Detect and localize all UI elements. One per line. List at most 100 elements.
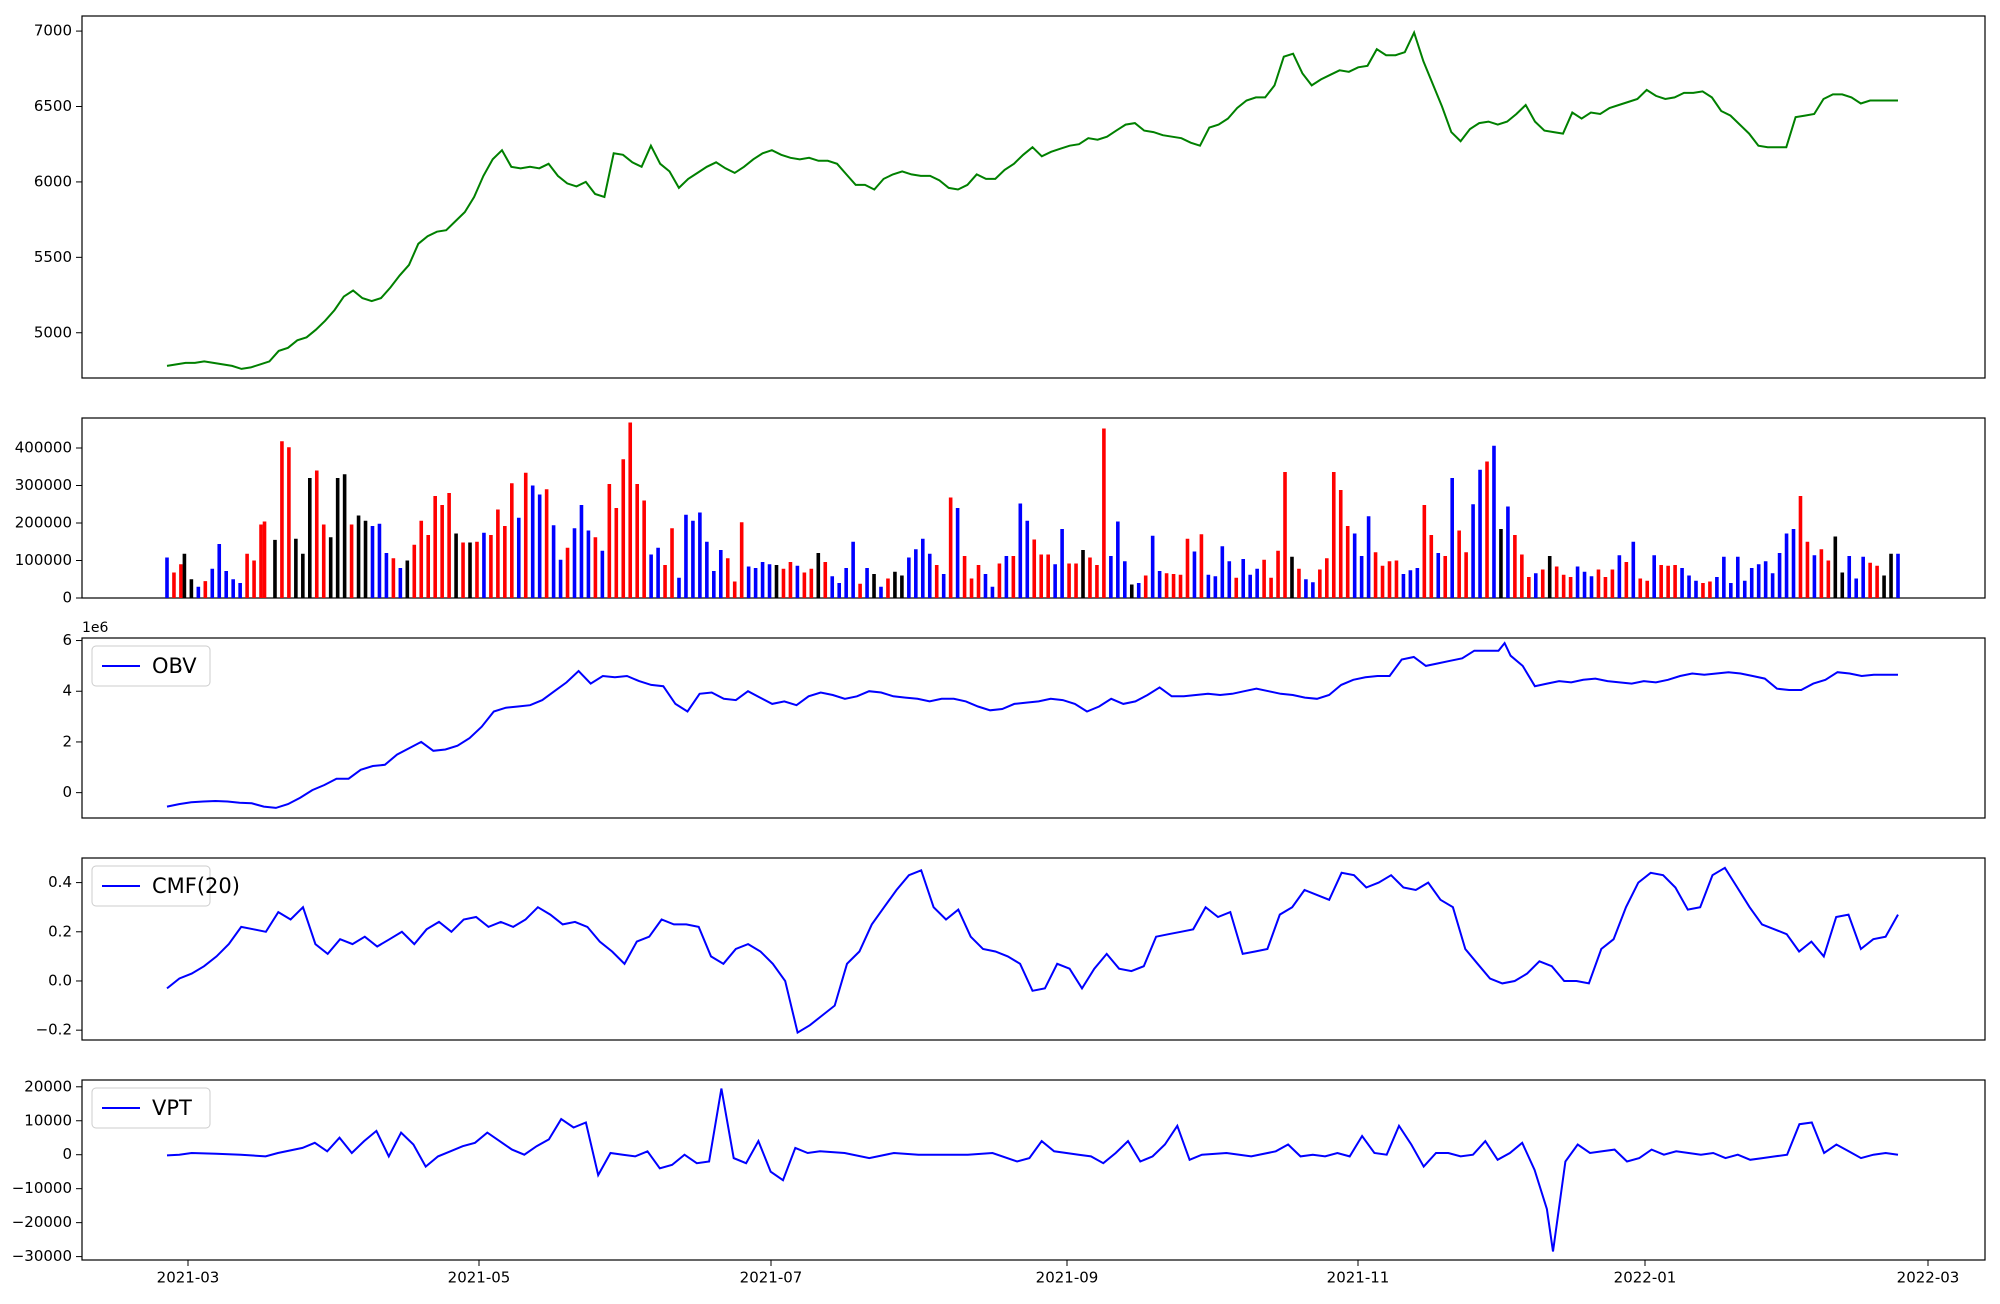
volume-bar-108	[914, 549, 918, 598]
volume-bar-13	[252, 560, 256, 598]
volume-bar-145	[1171, 574, 1176, 598]
volume-bar-53	[530, 485, 535, 598]
volume-bar-83	[739, 522, 744, 598]
volume-bar-127	[1046, 554, 1050, 598]
volume-bar-205	[1589, 576, 1594, 598]
volume-bar-106	[900, 575, 904, 598]
volume-bar-45	[475, 541, 479, 598]
volume-bar-194	[1513, 535, 1517, 598]
volume-bar-207	[1603, 577, 1608, 598]
volume-bar-217	[1673, 565, 1677, 598]
volume-bar-34	[398, 568, 403, 598]
volume-bar-104	[886, 578, 890, 598]
volume-bar-215	[1659, 565, 1663, 598]
volume-bar-176	[1387, 561, 1392, 598]
volume-bar-206	[1596, 569, 1601, 598]
volume-bar-129	[1060, 529, 1064, 598]
volume-bar-216	[1666, 565, 1670, 598]
volume-bar-56	[551, 525, 556, 598]
series-line-3	[166, 641, 1898, 809]
series-line-4	[166, 866, 1899, 1035]
volume-bar-15	[262, 521, 267, 598]
x-tick-label-2: 2021-07	[740, 1269, 803, 1287]
volume-bar-161	[1283, 472, 1287, 598]
volume-bar-247	[1882, 575, 1886, 598]
volume-bar-55	[544, 489, 549, 598]
volume-bar-80	[718, 550, 723, 598]
volume-bar-28	[356, 515, 361, 598]
volume-bar-40	[440, 505, 444, 598]
volume-bar-195	[1520, 554, 1524, 598]
volume-bar-218	[1680, 568, 1684, 598]
volume-bar-212	[1638, 578, 1643, 598]
volume-bar-134	[1095, 565, 1099, 598]
volume-bar-169	[1338, 490, 1343, 598]
x-tick-label-6: 2022-03	[1897, 1269, 1960, 1287]
y-tick-label-3-0: 0	[62, 783, 72, 801]
volume-bar-156	[1248, 574, 1252, 598]
volume-bar-18	[287, 447, 291, 598]
volume-bar-146	[1178, 574, 1183, 598]
volume-bar-91	[795, 565, 800, 598]
volume-bar-48	[496, 509, 500, 598]
y-tick-label-2-3: 300000	[15, 476, 72, 494]
volume-bar-51	[516, 517, 521, 598]
volume-bar-92	[802, 572, 807, 598]
volume-bar-144	[1164, 573, 1169, 598]
volume-bar-72	[663, 565, 667, 598]
volume-bar-196	[1527, 577, 1531, 598]
plot-frame-5	[81, 1079, 1986, 1261]
y-tick-label-4-2: 0.2	[48, 922, 72, 940]
volume-bar-115	[962, 556, 967, 598]
volume-bar-49	[503, 526, 507, 598]
volume-bar-241	[1840, 572, 1845, 598]
legend-label-5: VPT	[152, 1096, 192, 1120]
volume-bar-21	[307, 478, 312, 598]
volume-bar-89	[781, 568, 786, 598]
volume-bar-110	[927, 553, 932, 598]
volume-bar-182	[1429, 535, 1434, 598]
volume-bar-88	[774, 565, 779, 598]
volume-bar-114	[955, 508, 960, 598]
volume-bar-71	[656, 547, 660, 598]
y-tick-label-2-0: 0	[62, 589, 72, 607]
volume-bar-78	[705, 541, 709, 598]
y-tick-label-1-3: 6500	[34, 97, 72, 115]
volume-bar-227	[1742, 580, 1747, 598]
volume-bar-204	[1582, 571, 1587, 598]
x-tick-label-3: 2021-09	[1036, 1269, 1099, 1287]
volume-bar-82	[732, 581, 737, 598]
volume-bar-163	[1297, 568, 1301, 598]
volume-bar-153	[1227, 561, 1232, 598]
volume-bar-221	[1701, 583, 1705, 598]
volume-bar-98	[844, 568, 848, 598]
volume-bar-223	[1715, 577, 1719, 598]
volume-bar-246	[1875, 565, 1879, 598]
volume-bar-234	[1791, 529, 1796, 598]
volume-bar-23	[321, 524, 326, 598]
volume-bar-159	[1269, 577, 1273, 598]
volume-bar-190	[1485, 461, 1489, 598]
y-tick-label-5-2: −10000	[12, 1179, 72, 1197]
volume-bar-149	[1199, 534, 1204, 598]
volume-bar-170	[1345, 526, 1350, 598]
volume-bar-151	[1213, 576, 1218, 598]
volume-bar-44	[468, 542, 472, 598]
volume-bar-225	[1729, 583, 1733, 598]
volume-bar-119	[990, 586, 995, 598]
volume-bar-219	[1687, 575, 1691, 598]
y-tick-label-5-5: 20000	[24, 1077, 72, 1095]
volume-bar-112	[941, 574, 946, 598]
volume-bar-154	[1234, 577, 1239, 598]
x-tick-label-5: 2022-01	[1614, 1269, 1677, 1287]
volume-bar-173	[1366, 516, 1371, 598]
volume-bar-2	[179, 564, 183, 598]
volume-bar-128	[1053, 564, 1057, 598]
volume-bar-67	[628, 422, 633, 598]
volume-bar-160	[1276, 550, 1280, 598]
volume-bar-121	[1004, 556, 1009, 598]
plot-frame-3	[81, 637, 1986, 819]
volume-bar-39	[433, 496, 437, 598]
volume-bar-230	[1763, 561, 1768, 598]
volume-bar-117	[976, 565, 981, 598]
